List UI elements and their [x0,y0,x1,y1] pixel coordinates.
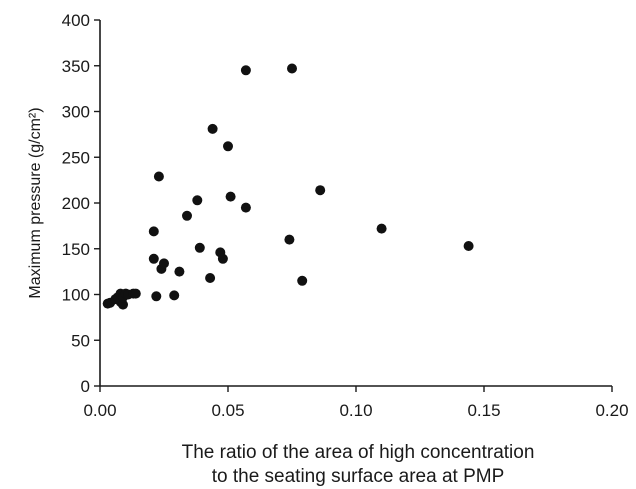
data-point [240,65,251,76]
x-tick-label: 0.00 [83,401,116,420]
data-point [153,171,164,182]
data-point [174,266,185,277]
x-axis-title-line-2: to the seating surface area at PMP [212,466,505,487]
y-tick-label: 50 [71,331,90,350]
data-point [297,275,308,286]
data-point [217,253,228,264]
y-axis-title-group: Maximum pressure (g/cm²) [27,107,44,298]
data-point [130,288,141,299]
y-tick-label: 200 [62,194,90,213]
data-point [182,210,192,221]
data-point [240,202,251,213]
data-point [159,258,169,269]
x-tick-label: 0.10 [339,401,372,420]
data-points [102,63,474,310]
data-point [194,242,205,253]
data-point [169,290,180,301]
data-point [151,291,162,302]
y-tick-label: 400 [62,11,90,30]
data-point [225,191,236,202]
x-tick-label: 0.05 [211,401,244,420]
data-point [205,273,216,283]
data-point [287,63,297,74]
data-point [315,185,326,196]
axes [99,20,612,387]
y-tick-label: 250 [62,148,90,167]
data-point [223,141,233,152]
y-tick-label: 0 [81,377,90,396]
data-point [192,195,203,206]
data-point [118,299,128,310]
y-tick-label: 100 [62,286,90,305]
data-point [284,234,295,245]
data-point [376,223,387,234]
x-axis-title-line-1: The ratio of the area of high concentrat… [182,442,535,463]
x-tick-label: 0.20 [595,401,628,420]
data-point [148,226,159,237]
y-tick-label: 300 [62,103,90,122]
x-tick-label: 0.15 [467,401,500,420]
data-point [463,241,474,251]
y-tick-label: 350 [62,57,90,76]
ticks: 0 50 100 150 200 250 300 350 400 0.00 0.05 0.10 0.15… [62,11,629,420]
y-tick-label: 150 [62,240,90,259]
data-point [148,253,159,264]
y-axis-title: Maximum pressure (g/cm²) [27,107,44,298]
data-point [207,123,218,134]
